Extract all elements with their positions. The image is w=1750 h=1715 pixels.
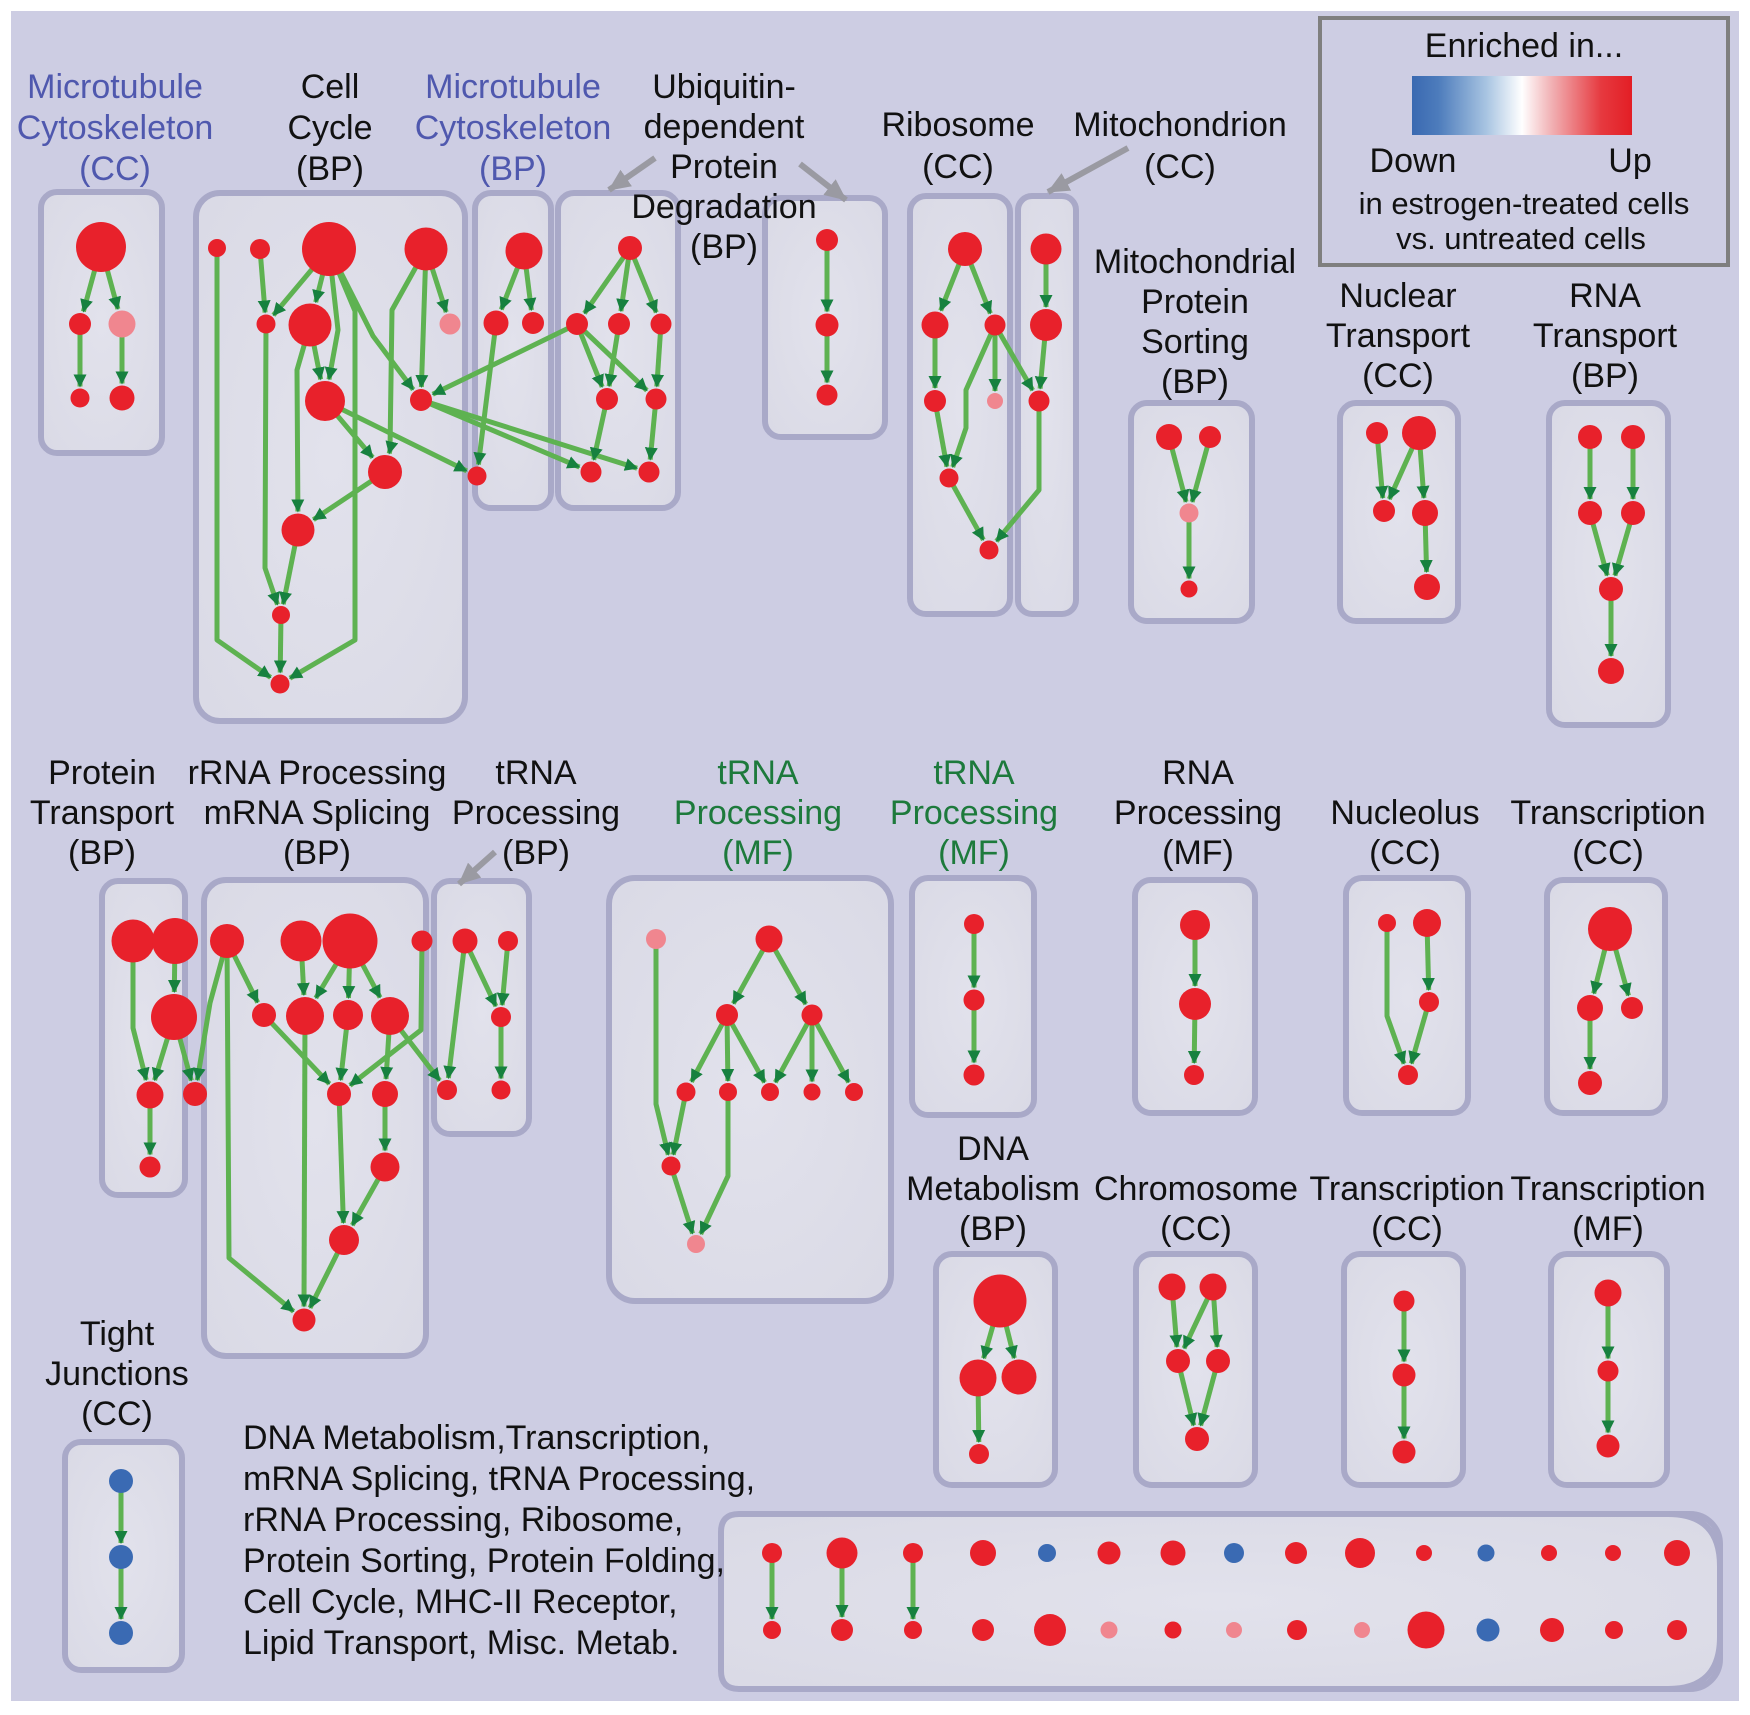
svg-text:Up: Up <box>1608 142 1651 180</box>
svg-text:mRNA Splicing: mRNA Splicing <box>204 794 431 832</box>
svg-text:Nucleolus: Nucleolus <box>1330 794 1479 832</box>
svg-text:(CC): (CC) <box>81 1395 153 1433</box>
svg-text:(MF): (MF) <box>1572 1210 1644 1248</box>
svg-text:Microtubule: Microtubule <box>27 68 203 106</box>
svg-text:Ribosome: Ribosome <box>881 106 1034 144</box>
svg-text:Processing: Processing <box>674 794 842 832</box>
svg-text:rRNA Processing, Ribosome,: rRNA Processing, Ribosome, <box>243 1501 683 1539</box>
svg-text:(CC): (CC) <box>79 150 151 188</box>
svg-text:mRNA Splicing, tRNA Processing: mRNA Splicing, tRNA Processing, <box>243 1460 755 1498</box>
svg-text:Ubiquitin-: Ubiquitin- <box>652 68 796 106</box>
svg-text:DNA Metabolism,Transcription,: DNA Metabolism,Transcription, <box>243 1419 710 1457</box>
svg-text:(BP): (BP) <box>959 1210 1027 1248</box>
svg-text:Cell: Cell <box>301 68 360 106</box>
svg-text:(BP): (BP) <box>690 228 758 266</box>
svg-text:(CC): (CC) <box>1572 834 1644 872</box>
svg-text:Cytoskeleton: Cytoskeleton <box>17 109 214 147</box>
svg-text:Tight: Tight <box>80 1315 155 1353</box>
svg-text:dependent: dependent <box>644 108 805 146</box>
svg-text:Protein: Protein <box>1141 283 1249 321</box>
svg-text:(BP): (BP) <box>1161 363 1229 401</box>
svg-text:Degradation: Degradation <box>631 188 816 226</box>
svg-text:(CC): (CC) <box>1160 1210 1232 1248</box>
svg-text:Transport: Transport <box>30 794 175 832</box>
svg-text:RNA: RNA <box>1569 277 1641 315</box>
svg-text:Metabolism: Metabolism <box>906 1170 1080 1208</box>
svg-text:(MF): (MF) <box>722 834 794 872</box>
svg-text:Enriched in...: Enriched in... <box>1425 27 1623 65</box>
svg-text:Microtubule: Microtubule <box>425 68 601 106</box>
svg-text:(MF): (MF) <box>938 834 1010 872</box>
svg-text:DNA: DNA <box>957 1130 1029 1168</box>
svg-text:Mitochondrial: Mitochondrial <box>1094 243 1296 281</box>
svg-text:(BP): (BP) <box>68 834 136 872</box>
svg-text:Mitochondrion: Mitochondrion <box>1073 106 1287 144</box>
svg-text:Protein: Protein <box>48 754 156 792</box>
svg-text:(CC): (CC) <box>1144 148 1216 186</box>
svg-text:in estrogen-treated cells: in estrogen-treated cells <box>1359 186 1690 221</box>
svg-text:Cycle: Cycle <box>287 109 372 147</box>
svg-text:(BP): (BP) <box>1571 357 1639 395</box>
svg-text:Nuclear: Nuclear <box>1339 277 1456 315</box>
svg-text:Transcription: Transcription <box>1510 1170 1705 1208</box>
svg-text:Chromosome: Chromosome <box>1094 1170 1298 1208</box>
svg-text:Junctions: Junctions <box>45 1355 189 1393</box>
svg-text:Transcription: Transcription <box>1510 794 1705 832</box>
svg-text:Down: Down <box>1370 142 1457 180</box>
svg-text:RNA: RNA <box>1162 754 1234 792</box>
svg-text:Transcription: Transcription <box>1309 1170 1504 1208</box>
svg-text:Cell Cycle, MHC-II Receptor,: Cell Cycle, MHC-II Receptor, <box>243 1583 678 1621</box>
svg-text:Processing: Processing <box>890 794 1058 832</box>
svg-text:tRNA: tRNA <box>717 754 799 792</box>
svg-text:Protein: Protein <box>670 148 778 186</box>
svg-text:tRNA: tRNA <box>933 754 1015 792</box>
svg-text:(BP): (BP) <box>479 150 547 188</box>
svg-text:Processing: Processing <box>452 794 620 832</box>
svg-text:Protein Sorting, Protein Foldi: Protein Sorting, Protein Folding, <box>243 1542 725 1580</box>
svg-text:Lipid Transport, Misc. Metab.: Lipid Transport, Misc. Metab. <box>243 1624 680 1662</box>
svg-text:Sorting: Sorting <box>1141 323 1249 361</box>
svg-text:(BP): (BP) <box>502 834 570 872</box>
svg-text:(MF): (MF) <box>1162 834 1234 872</box>
svg-text:(BP): (BP) <box>283 834 351 872</box>
svg-text:(CC): (CC) <box>1371 1210 1443 1248</box>
svg-text:rRNA Processing: rRNA Processing <box>188 754 447 792</box>
svg-text:Processing: Processing <box>1114 794 1282 832</box>
svg-text:Transport: Transport <box>1326 317 1471 355</box>
svg-text:(BP): (BP) <box>296 150 364 188</box>
svg-text:Cytoskeleton: Cytoskeleton <box>415 109 612 147</box>
svg-text:(CC): (CC) <box>1362 357 1434 395</box>
svg-text:vs. untreated cells: vs. untreated cells <box>1396 221 1646 256</box>
svg-text:(CC): (CC) <box>1369 834 1441 872</box>
svg-text:(CC): (CC) <box>922 148 994 186</box>
svg-text:tRNA: tRNA <box>495 754 577 792</box>
svg-text:Transport: Transport <box>1533 317 1678 355</box>
